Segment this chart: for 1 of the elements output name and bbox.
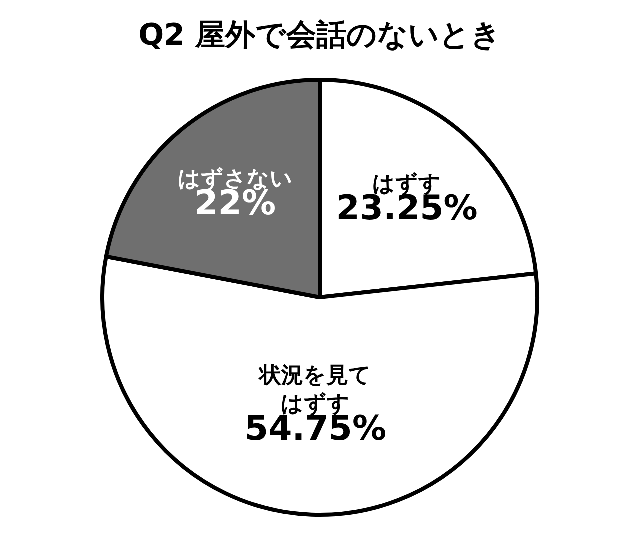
chart-title: Q2 屋外で会話のないとき — [138, 18, 502, 54]
